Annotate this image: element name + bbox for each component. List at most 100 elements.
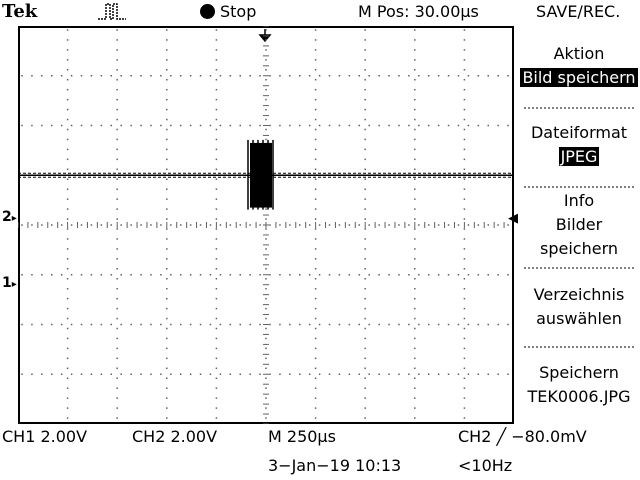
graticule-dot — [179, 373, 182, 375]
graticule-dot — [463, 49, 466, 51]
graticule-dot — [314, 297, 317, 300]
menu-action-label: Aktion — [553, 44, 605, 63]
graticule-dot — [219, 274, 222, 276]
graticule-dot — [338, 323, 341, 326]
graticule-dot — [80, 224, 83, 226]
graticule-dot — [314, 218, 317, 220]
graticule-dot — [414, 168, 416, 171]
menu-save[interactable]: Speichern TEK0006.JPG — [520, 361, 638, 409]
graticule-dot — [215, 39, 218, 41]
graticule-dot — [90, 373, 93, 375]
graticule-dot — [215, 357, 218, 360]
graticule-dot — [100, 274, 103, 276]
graticule-dot — [418, 75, 420, 77]
graticule-dot — [215, 287, 218, 290]
graticule-dot — [398, 323, 400, 326]
graticule-dot — [457, 373, 460, 375]
graticule-dot — [209, 224, 212, 226]
graticule-dot — [368, 124, 370, 127]
graticule-dot — [427, 323, 430, 326]
graticule-dot — [116, 108, 118, 111]
graticule-dot — [487, 373, 489, 375]
graticule-dot — [378, 373, 380, 375]
graticule-dot — [314, 347, 317, 350]
menu-info-line2: Bilder — [555, 215, 603, 234]
graticule-dot — [437, 224, 440, 226]
graticule-dot — [314, 417, 317, 419]
graticule-dot — [66, 258, 69, 260]
graticule-dot — [66, 357, 69, 360]
graticule-dot — [199, 124, 202, 127]
graticule-dot — [497, 75, 499, 77]
graticule-dot — [314, 327, 317, 330]
graticule-dot — [447, 75, 450, 77]
graticule-dot — [166, 79, 168, 81]
menu-select-directory[interactable]: Verzeichnis auswählen — [520, 283, 638, 331]
graticule-dot — [265, 417, 267, 419]
graticule-dot — [140, 124, 142, 127]
graticule-dot — [166, 367, 168, 370]
graticule-dot — [364, 327, 366, 330]
graticule-dot — [467, 274, 470, 276]
graticule-dot — [463, 79, 466, 81]
graticule-dot — [249, 274, 251, 276]
graticule-dot — [215, 337, 218, 340]
graticule-dot — [66, 317, 69, 320]
graticule-dot — [209, 75, 212, 77]
graticule-dot — [259, 373, 261, 375]
graticule-dot — [364, 188, 366, 190]
graticule-dot — [314, 278, 317, 280]
graticule-dot — [427, 124, 430, 127]
graticule-dot — [463, 248, 466, 250]
menu-info-line3: speichern — [540, 239, 618, 258]
graticule-dot — [66, 297, 69, 300]
graticule-dot — [265, 88, 267, 91]
graticule-dot — [259, 323, 261, 326]
graticule-dot — [364, 49, 366, 51]
graticule-dot — [70, 224, 73, 226]
graticule-dot — [239, 323, 241, 326]
graticule-dot — [364, 377, 366, 379]
graticule-dot — [364, 407, 366, 409]
graticule-dot — [166, 158, 168, 161]
graticule-dot — [348, 323, 351, 326]
graticule-dot — [215, 108, 218, 111]
graticule-dot — [116, 287, 118, 290]
graticule-dot — [289, 124, 291, 127]
graticule-dot — [463, 108, 466, 111]
graticule-dot — [215, 218, 218, 220]
graticule-dot — [477, 274, 480, 276]
graticule-dot — [314, 108, 317, 111]
graticule-dot — [265, 208, 267, 210]
graticule-dot — [497, 323, 499, 326]
run-status-label: Stop — [220, 2, 257, 21]
graticule-dot — [364, 88, 366, 91]
graticule-dot — [166, 69, 168, 71]
graticule-dot — [467, 75, 470, 77]
graticule-dot — [41, 224, 43, 226]
graticule-dot — [265, 228, 267, 230]
graticule-dot — [388, 224, 390, 226]
graticule-dot — [328, 75, 331, 77]
graticule-dot — [328, 274, 331, 276]
menu-info[interactable]: Info Bilder speichern — [520, 189, 638, 261]
graticule-dot — [70, 373, 73, 375]
graticule-dot — [414, 29, 416, 31]
graticule-dot — [116, 69, 118, 71]
graticule-dot — [368, 274, 370, 276]
graticule-dot — [414, 367, 416, 370]
menu-action[interactable]: Aktion Bild speichern — [520, 42, 638, 90]
graticule-dot — [414, 307, 416, 310]
graticule-dot — [166, 108, 168, 111]
graticule-dot — [314, 178, 317, 180]
graticule-dot — [318, 274, 321, 276]
graticule-dot — [314, 367, 317, 370]
graticule-dot — [364, 128, 366, 131]
graticule-dot — [427, 75, 430, 77]
graticule-dot — [215, 367, 218, 370]
menu-file-format[interactable]: Dateiformat JPEG — [520, 121, 638, 169]
graticule-dot — [51, 224, 53, 226]
graticule-dot — [80, 323, 83, 326]
graticule-dot — [328, 323, 331, 326]
menu-divider — [524, 186, 634, 188]
